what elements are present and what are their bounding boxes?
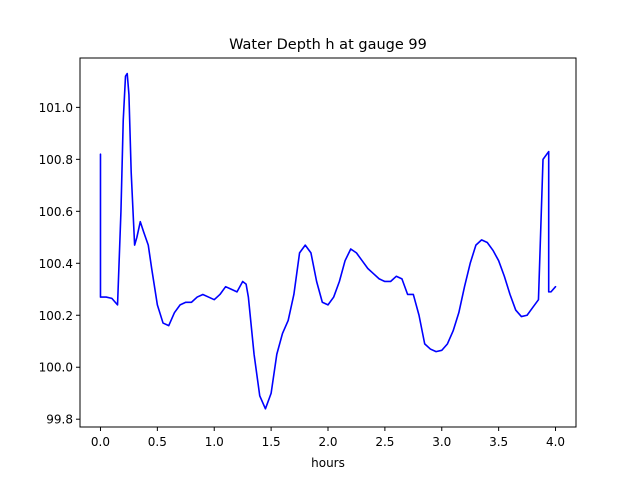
x-tick-label: 4.0 xyxy=(546,435,565,449)
y-tick-label: 100.6 xyxy=(39,205,73,219)
y-tick-label: 99.8 xyxy=(46,413,73,427)
x-tick-label: 0.0 xyxy=(91,435,110,449)
x-tick-label: 2.5 xyxy=(375,435,394,449)
axes-frame xyxy=(79,57,577,428)
plot-area xyxy=(99,72,557,410)
x-tick-label: 1.0 xyxy=(205,435,224,449)
y-tick-label: 101.0 xyxy=(39,101,73,115)
x-tick-label: 2.0 xyxy=(318,435,337,449)
x-tick-label: 3.0 xyxy=(432,435,451,449)
x-tick-label: 3.5 xyxy=(489,435,508,449)
series-line-0 xyxy=(99,72,557,410)
y-axis: 99.8 100.0 100.2 100.4 100.6 100.8 101.0 xyxy=(39,101,80,427)
x-tick-label: 1.5 xyxy=(262,435,281,449)
y-tick-label: 100.0 xyxy=(39,361,73,375)
y-tick-label: 100.8 xyxy=(39,153,73,167)
x-axis-label: hours xyxy=(311,456,345,470)
x-axis: 0.0 0.5 1.0 1.5 2.0 2.5 3.0 3.5 4.0 xyxy=(91,427,565,449)
y-tick-label: 100.4 xyxy=(39,257,73,271)
chart-title: Water Depth h at gauge 99 xyxy=(229,37,427,53)
y-tick-label: 100.2 xyxy=(39,309,73,323)
x-tick-label: 0.5 xyxy=(148,435,167,449)
